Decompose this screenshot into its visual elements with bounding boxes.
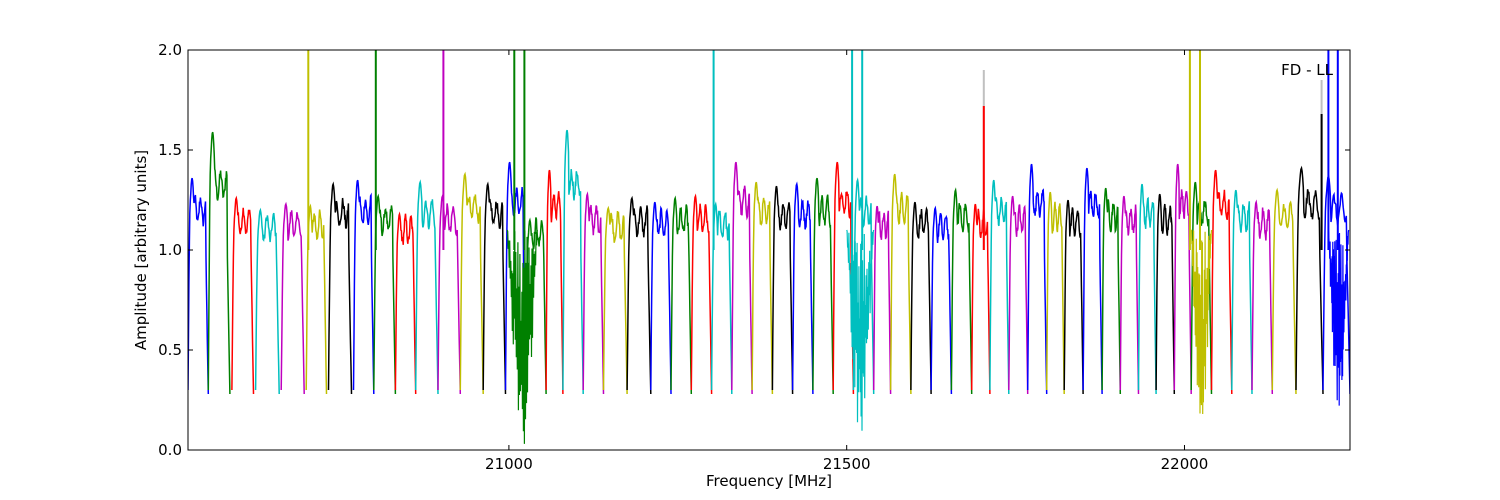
series-segment-6 [305,203,328,395]
series-segment-39 [989,179,1010,395]
series-segment-9 [373,193,397,395]
series-segment-38 [970,203,991,395]
rfi-dip-1 [506,229,539,444]
x-tick-label-2: 21500 [823,455,871,473]
series-segment-19 [582,191,605,395]
series-segment-1 [188,177,210,395]
series-segment-30 [812,177,834,395]
series-segment-46 [1119,195,1140,395]
series-segment-27 [751,181,774,395]
series-segment-40 [1008,195,1029,395]
series-segment-12 [437,193,462,395]
series-segment-50 [1190,181,1213,395]
series-segment-31 [832,161,855,395]
series-segment-26 [731,161,753,395]
series-segment-32 [852,177,875,395]
series-segment-52 [1231,189,1253,395]
series-segment-17 [545,169,564,395]
series-segment-43 [1063,199,1084,395]
series-segment-47 [1137,183,1157,395]
series-segment-51 [1210,169,1233,395]
series-segment-11 [414,179,439,395]
y-tick-label-3: 1.0 [158,241,182,259]
series-segment-34 [889,173,912,395]
rfi-dip-4 [1327,229,1350,406]
series-segment-20 [602,205,628,395]
ticks-layer: 21000 21500 22000 0.0 0.5 1.0 1.5 2.0 [158,41,1350,473]
y-tick-label-5: 2.0 [158,41,182,59]
series-segment-4 [254,207,280,395]
rfi-dip-2 [846,229,875,431]
series-segment-10 [394,211,417,395]
series-segment-45 [1101,187,1122,395]
series-segment-15 [504,161,527,395]
x-axis-label: Frequency [MHz] [706,472,832,490]
series-segment-35 [910,201,932,395]
series-segment-37 [950,187,973,395]
panel-annotation: FD - LL [1281,61,1333,79]
series-segment-23 [670,195,693,395]
series-segment-54 [1271,187,1297,395]
series-segment-16 [525,217,547,395]
y-tick-label-2: 0.5 [158,341,182,359]
rfi-dip-3 [1190,229,1213,415]
series-segment-8 [352,179,375,395]
series-segment-18 [562,129,584,395]
series-segment-53 [1251,199,1274,395]
series-layer [188,50,1350,444]
series-segment-14 [482,181,507,395]
series-segment-25 [710,201,733,395]
series-segment-44 [1082,167,1103,395]
series-segment-22 [650,201,672,395]
series-segment-28 [771,185,794,395]
x-tick-label-1: 21000 [485,455,533,473]
series-segment-5 [280,201,305,395]
series-segment-49 [1173,163,1192,395]
series-segment-29 [791,181,814,395]
series-segment-55 [1295,165,1324,395]
series-segment-24 [690,193,713,395]
series-segment-2 [207,131,231,395]
series-segment-41 [1026,163,1048,395]
series-segment-3 [231,195,255,395]
series-segment-33 [872,205,892,395]
series-segment-7 [327,181,353,395]
series-segment-36 [930,205,953,395]
y-tick-label-4: 1.5 [158,141,182,159]
series-segment-21 [626,195,652,395]
x-tick-label-3: 22000 [1161,455,1209,473]
series-segment-48 [1155,193,1176,395]
series-segment-42 [1045,191,1065,395]
series-segment-13 [459,171,484,395]
y-tick-label-1: 0.0 [158,441,182,459]
y-axis-label: Amplitude [arbitrary units] [132,150,150,350]
